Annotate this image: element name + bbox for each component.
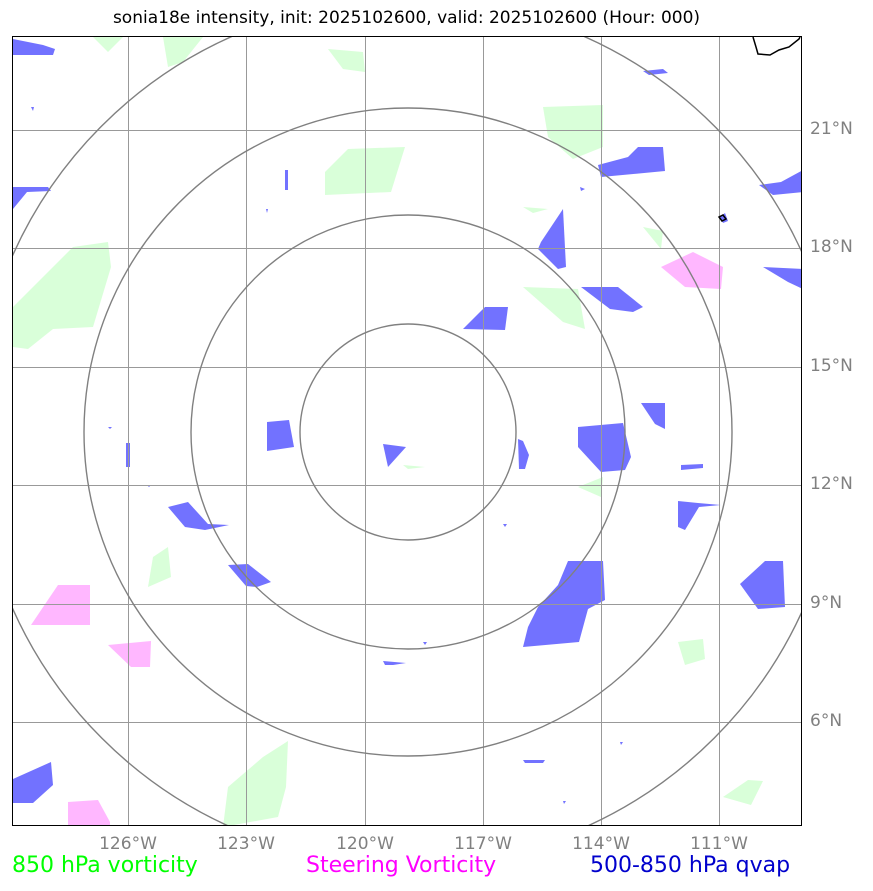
lat-label-15n: 15°N bbox=[810, 356, 853, 376]
lat-label-9n: 9°N bbox=[810, 593, 843, 613]
graticule bbox=[13, 37, 801, 825]
map-plot-area[interactable] bbox=[12, 36, 802, 826]
steering-vorticity-layer bbox=[31, 252, 723, 825]
range-ring-4 bbox=[13, 37, 801, 825]
range-ring-2 bbox=[190, 214, 626, 650]
lon-label-111w: 111°W bbox=[690, 834, 748, 854]
legend-qvap: 500-850 hPa qvap bbox=[590, 853, 791, 878]
lon-label-114w: 114°W bbox=[572, 834, 630, 854]
lat-label-12n: 12°N bbox=[810, 474, 853, 494]
lon-label-123w: 123°W bbox=[217, 834, 275, 854]
lon-label-120w: 120°W bbox=[336, 834, 394, 854]
map-title: sonia18e intensity, init: 2025102600, va… bbox=[112, 8, 701, 28]
map-canvas bbox=[13, 37, 801, 825]
legend-steering-vorticity: Steering Vorticity bbox=[306, 853, 497, 878]
lon-label-126w: 126°W bbox=[99, 834, 157, 854]
lat-label-6n: 6°N bbox=[810, 711, 843, 731]
legend-850-vorticity: 850 hPa vorticity bbox=[12, 853, 198, 878]
lon-label-117w: 117°W bbox=[454, 834, 512, 854]
range-rings bbox=[13, 37, 801, 825]
qvap-layer bbox=[13, 39, 801, 804]
coastline bbox=[717, 37, 801, 222]
lat-label-21n: 21°N bbox=[810, 119, 853, 139]
lat-label-18n: 18°N bbox=[810, 237, 853, 257]
range-ring-1 bbox=[299, 323, 517, 541]
range-ring-3 bbox=[83, 107, 733, 757]
